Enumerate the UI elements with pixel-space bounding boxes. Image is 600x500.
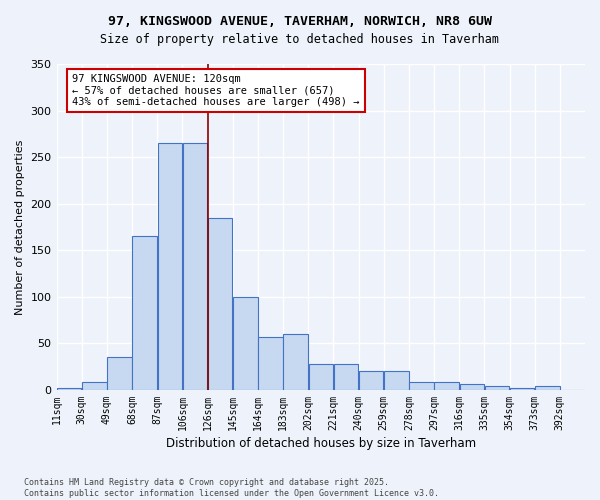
Bar [107, 358, 132, 390]
Bar [133, 236, 157, 390]
Bar [283, 334, 308, 390]
Bar [460, 384, 484, 390]
Bar [82, 382, 107, 390]
Y-axis label: Number of detached properties: Number of detached properties [15, 140, 25, 314]
Bar [409, 382, 434, 390]
Bar [308, 364, 333, 390]
Bar [359, 372, 383, 390]
Bar [158, 143, 182, 390]
Bar [384, 372, 409, 390]
Text: Size of property relative to detached houses in Taverham: Size of property relative to detached ho… [101, 32, 499, 46]
X-axis label: Distribution of detached houses by size in Taverham: Distribution of detached houses by size … [166, 437, 476, 450]
Text: Contains HM Land Registry data © Crown copyright and database right 2025.
Contai: Contains HM Land Registry data © Crown c… [24, 478, 439, 498]
Text: 97, KINGSWOOD AVENUE, TAVERHAM, NORWICH, NR8 6UW: 97, KINGSWOOD AVENUE, TAVERHAM, NORWICH,… [108, 15, 492, 28]
Bar [510, 388, 535, 390]
Bar [57, 388, 82, 390]
Bar [434, 382, 459, 390]
Bar [535, 386, 560, 390]
Bar [334, 364, 358, 390]
Bar [182, 143, 207, 390]
Bar [208, 218, 232, 390]
Text: 97 KINGSWOOD AVENUE: 120sqm
← 57% of detached houses are smaller (657)
43% of se: 97 KINGSWOOD AVENUE: 120sqm ← 57% of det… [73, 74, 360, 107]
Bar [485, 386, 509, 390]
Bar [233, 297, 257, 390]
Bar [258, 337, 283, 390]
